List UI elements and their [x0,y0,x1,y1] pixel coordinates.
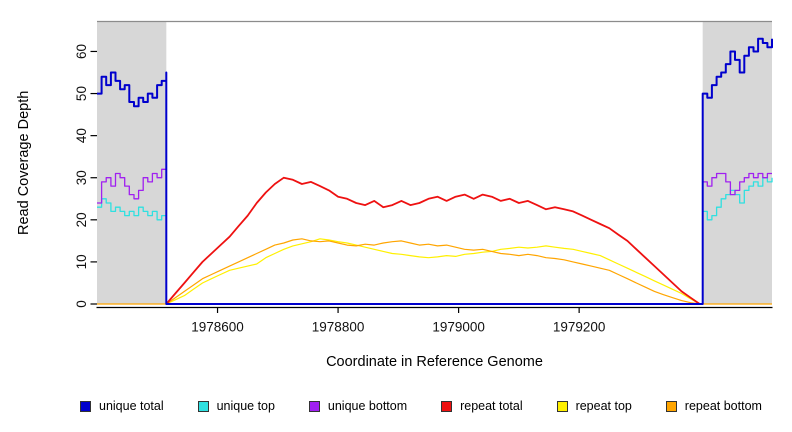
legend-label: unique top [216,399,275,413]
y-tick-label: 0 [74,300,89,308]
shaded-region [702,22,772,304]
legend-item: repeat bottom [665,399,762,413]
shaded-region [97,22,167,304]
series-unique-total [97,37,773,305]
y-tick-label: 60 [74,44,89,59]
legend-label: unique total [99,399,164,413]
series-unique-bottom [97,168,772,305]
legend: unique total unique top unique bottom re… [80,397,762,415]
legend-label: repeat top [575,399,632,413]
legend-swatch-icon [80,400,91,412]
legend-item: repeat total [441,399,523,413]
legend-item: repeat top [556,399,632,413]
y-tick-label: 30 [74,170,89,185]
legend-swatch-icon [308,400,320,412]
legend-swatch-icon [197,400,209,412]
y-tick-label: 20 [74,212,89,227]
x-tick-label: 1979200 [553,320,606,335]
legend-swatch-icon [556,400,568,412]
x-tick-label: 1978800 [312,320,365,335]
y-tick-label: 50 [74,86,89,101]
legend-swatch-icon [665,400,677,412]
x-axis-label: Coordinate in Reference Genome [326,354,543,370]
legend-label: unique bottom [327,399,408,413]
y-tick-label: 40 [74,128,89,143]
x-tick-label: 1979000 [432,320,485,335]
legend-label: repeat bottom [684,399,762,413]
legend-label: repeat total [460,399,523,413]
legend-item: unique total [80,399,164,413]
series-repeat-bottom [97,238,772,305]
series-repeat-top [166,238,700,305]
legend-item: unique top [197,399,275,413]
legend-swatch-icon [441,400,453,412]
x-tick-label: 1978600 [191,320,244,335]
series-repeat-total [165,176,701,305]
y-axis-label: Read Coverage Depth [16,90,32,236]
legend-item: unique bottom [308,399,408,413]
y-tick-label: 10 [74,254,89,269]
